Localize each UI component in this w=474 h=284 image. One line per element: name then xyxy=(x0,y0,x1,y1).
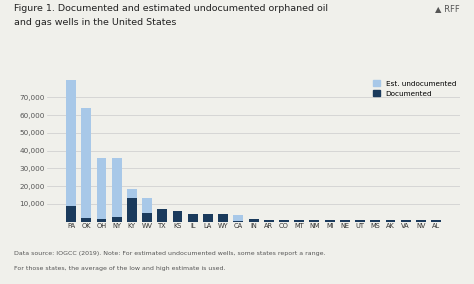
Bar xyxy=(112,217,122,222)
Bar xyxy=(340,220,350,222)
Bar xyxy=(97,158,107,219)
Text: Data source: IOGCC (2019). Note: For estimated undocumented wells, some states r: Data source: IOGCC (2019). Note: For est… xyxy=(14,251,326,256)
Text: and gas wells in the United States: and gas wells in the United States xyxy=(14,18,177,28)
Bar xyxy=(249,219,258,222)
Bar xyxy=(431,220,441,222)
Text: ▲ RFF: ▲ RFF xyxy=(435,4,460,13)
Bar xyxy=(127,198,137,222)
Bar xyxy=(385,220,395,222)
Bar xyxy=(142,213,152,222)
Bar xyxy=(401,220,410,222)
Bar xyxy=(294,220,304,222)
Bar xyxy=(370,220,380,222)
Bar xyxy=(233,215,243,221)
Bar xyxy=(416,220,426,222)
Bar xyxy=(264,220,274,222)
Bar xyxy=(112,158,122,217)
Bar xyxy=(127,189,137,198)
Bar xyxy=(310,220,319,222)
Bar xyxy=(82,218,91,222)
Legend: Est. undocumented, Documented: Est. undocumented, Documented xyxy=(373,80,456,97)
Text: Figure 1. Documented and estimated undocumented orphaned oil: Figure 1. Documented and estimated undoc… xyxy=(14,4,328,13)
Bar xyxy=(218,214,228,222)
Text: For those states, the average of the low and high estimate is used.: For those states, the average of the low… xyxy=(14,266,226,271)
Bar xyxy=(173,211,182,222)
Bar xyxy=(233,221,243,222)
Bar xyxy=(142,198,152,213)
Bar xyxy=(325,220,335,222)
Text: 340,000: 340,000 xyxy=(0,283,1,284)
Bar xyxy=(66,206,76,222)
Bar xyxy=(82,108,91,218)
Bar xyxy=(66,0,76,206)
Bar xyxy=(157,209,167,222)
Bar xyxy=(279,220,289,222)
Bar xyxy=(97,219,107,222)
Bar xyxy=(188,214,198,222)
Bar xyxy=(203,214,213,222)
Bar xyxy=(355,220,365,222)
